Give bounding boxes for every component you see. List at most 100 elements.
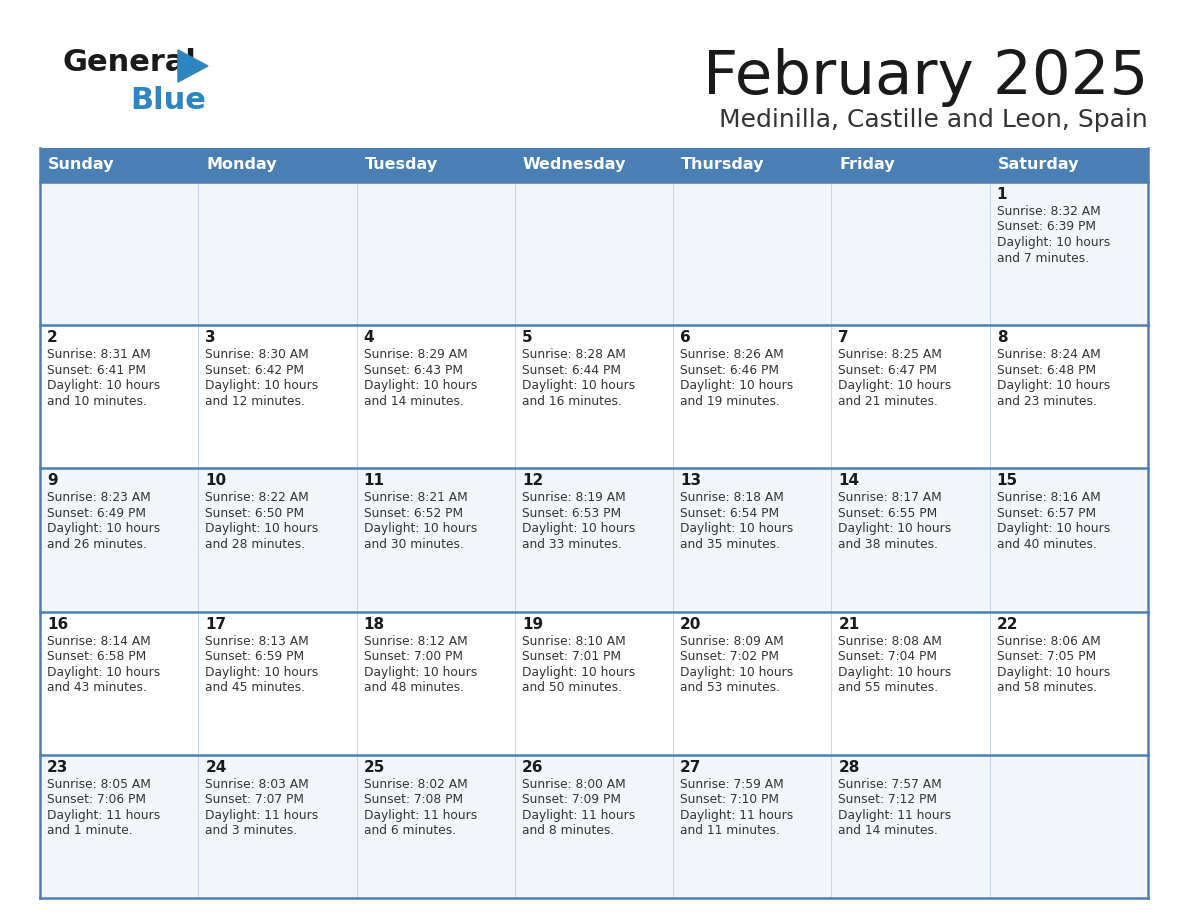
Text: and 28 minutes.: and 28 minutes. (206, 538, 305, 551)
Text: Daylight: 10 hours: Daylight: 10 hours (997, 666, 1110, 678)
Text: Daylight: 11 hours: Daylight: 11 hours (364, 809, 476, 822)
Text: Sunset: 6:46 PM: Sunset: 6:46 PM (681, 364, 779, 376)
Bar (40, 325, 1148, 468)
Text: 25: 25 (364, 760, 385, 775)
Text: Sunrise: 8:19 AM: Sunrise: 8:19 AM (522, 491, 626, 504)
Text: Sunset: 6:52 PM: Sunset: 6:52 PM (364, 507, 462, 520)
Text: Sunset: 7:05 PM: Sunset: 7:05 PM (997, 650, 1095, 663)
Text: Sunset: 6:50 PM: Sunset: 6:50 PM (206, 507, 304, 520)
Text: and 40 minutes.: and 40 minutes. (997, 538, 1097, 551)
Text: 10: 10 (206, 474, 227, 488)
Text: Sunrise: 8:05 AM: Sunrise: 8:05 AM (48, 778, 151, 790)
Text: Daylight: 10 hours: Daylight: 10 hours (364, 522, 476, 535)
Text: 9: 9 (48, 474, 58, 488)
Text: Sunset: 6:49 PM: Sunset: 6:49 PM (48, 507, 146, 520)
Text: Daylight: 10 hours: Daylight: 10 hours (48, 379, 160, 392)
Text: February 2025: February 2025 (702, 48, 1148, 107)
Text: Sunset: 7:12 PM: Sunset: 7:12 PM (839, 793, 937, 806)
Text: Sunrise: 7:59 AM: Sunrise: 7:59 AM (681, 778, 784, 790)
Text: and 30 minutes.: and 30 minutes. (364, 538, 463, 551)
Text: 2: 2 (48, 330, 58, 345)
Text: Sunrise: 8:18 AM: Sunrise: 8:18 AM (681, 491, 784, 504)
Text: Sunrise: 8:16 AM: Sunrise: 8:16 AM (997, 491, 1100, 504)
Text: Sunset: 7:08 PM: Sunset: 7:08 PM (364, 793, 462, 806)
Text: Sunrise: 8:24 AM: Sunrise: 8:24 AM (997, 348, 1100, 361)
Text: General: General (62, 48, 196, 77)
Text: 19: 19 (522, 617, 543, 632)
Text: and 16 minutes.: and 16 minutes. (522, 395, 621, 408)
Text: Sunrise: 8:13 AM: Sunrise: 8:13 AM (206, 634, 309, 647)
Text: Wednesday: Wednesday (523, 158, 626, 173)
Text: Sunset: 6:41 PM: Sunset: 6:41 PM (48, 364, 146, 376)
Text: 3: 3 (206, 330, 216, 345)
Text: 4: 4 (364, 330, 374, 345)
Text: Blue: Blue (129, 86, 206, 115)
Bar (40, 611, 1148, 755)
Text: Sunrise: 8:08 AM: Sunrise: 8:08 AM (839, 634, 942, 647)
Text: Sunset: 6:55 PM: Sunset: 6:55 PM (839, 507, 937, 520)
Text: Sunrise: 8:06 AM: Sunrise: 8:06 AM (997, 634, 1100, 647)
Text: 12: 12 (522, 474, 543, 488)
Text: Medinilla, Castille and Leon, Spain: Medinilla, Castille and Leon, Spain (719, 108, 1148, 132)
Text: Daylight: 10 hours: Daylight: 10 hours (48, 522, 160, 535)
Text: Daylight: 10 hours: Daylight: 10 hours (681, 522, 794, 535)
Text: Daylight: 11 hours: Daylight: 11 hours (522, 809, 636, 822)
Text: and 35 minutes.: and 35 minutes. (681, 538, 781, 551)
Text: Daylight: 11 hours: Daylight: 11 hours (206, 809, 318, 822)
Text: and 23 minutes.: and 23 minutes. (997, 395, 1097, 408)
Text: Daylight: 11 hours: Daylight: 11 hours (839, 809, 952, 822)
Text: and 11 minutes.: and 11 minutes. (681, 824, 781, 837)
Text: Daylight: 10 hours: Daylight: 10 hours (364, 666, 476, 678)
Text: and 12 minutes.: and 12 minutes. (206, 395, 305, 408)
Text: and 6 minutes.: and 6 minutes. (364, 824, 456, 837)
Text: 15: 15 (997, 474, 1018, 488)
Polygon shape (178, 50, 208, 82)
Text: and 8 minutes.: and 8 minutes. (522, 824, 614, 837)
Text: 20: 20 (681, 617, 702, 632)
Text: Sunrise: 8:30 AM: Sunrise: 8:30 AM (206, 348, 309, 361)
Text: Daylight: 10 hours: Daylight: 10 hours (206, 522, 318, 535)
Text: Sunset: 7:00 PM: Sunset: 7:00 PM (364, 650, 462, 663)
Text: 13: 13 (681, 474, 701, 488)
Text: Sunset: 7:01 PM: Sunset: 7:01 PM (522, 650, 621, 663)
Text: Daylight: 11 hours: Daylight: 11 hours (681, 809, 794, 822)
Text: Sunrise: 8:28 AM: Sunrise: 8:28 AM (522, 348, 626, 361)
Text: 27: 27 (681, 760, 702, 775)
Text: and 43 minutes.: and 43 minutes. (48, 681, 147, 694)
Text: Sunset: 6:59 PM: Sunset: 6:59 PM (206, 650, 304, 663)
Text: 1: 1 (997, 187, 1007, 202)
Text: and 45 minutes.: and 45 minutes. (206, 681, 305, 694)
Text: 24: 24 (206, 760, 227, 775)
Text: Daylight: 10 hours: Daylight: 10 hours (206, 379, 318, 392)
Text: Sunrise: 8:10 AM: Sunrise: 8:10 AM (522, 634, 626, 647)
Text: Daylight: 10 hours: Daylight: 10 hours (522, 522, 636, 535)
Text: Sunset: 6:54 PM: Sunset: 6:54 PM (681, 507, 779, 520)
Text: Monday: Monday (207, 158, 277, 173)
Text: 28: 28 (839, 760, 860, 775)
Text: Sunrise: 8:03 AM: Sunrise: 8:03 AM (206, 778, 309, 790)
Text: Sunset: 7:10 PM: Sunset: 7:10 PM (681, 793, 779, 806)
Text: Daylight: 10 hours: Daylight: 10 hours (997, 236, 1110, 249)
Text: Daylight: 10 hours: Daylight: 10 hours (681, 666, 794, 678)
Text: 6: 6 (681, 330, 691, 345)
Bar (40, 148, 1148, 182)
Text: 5: 5 (522, 330, 532, 345)
Text: Sunrise: 7:57 AM: Sunrise: 7:57 AM (839, 778, 942, 790)
Text: 14: 14 (839, 474, 860, 488)
Text: Saturday: Saturday (998, 158, 1079, 173)
Text: Daylight: 10 hours: Daylight: 10 hours (522, 379, 636, 392)
Text: Sunrise: 8:09 AM: Sunrise: 8:09 AM (681, 634, 784, 647)
Text: Sunset: 6:39 PM: Sunset: 6:39 PM (997, 220, 1095, 233)
Text: Daylight: 10 hours: Daylight: 10 hours (681, 379, 794, 392)
Text: 11: 11 (364, 474, 385, 488)
Text: 22: 22 (997, 617, 1018, 632)
Text: and 21 minutes.: and 21 minutes. (839, 395, 939, 408)
Text: and 10 minutes.: and 10 minutes. (48, 395, 147, 408)
Text: Sunset: 6:42 PM: Sunset: 6:42 PM (206, 364, 304, 376)
Text: Sunrise: 8:22 AM: Sunrise: 8:22 AM (206, 491, 309, 504)
Text: 21: 21 (839, 617, 860, 632)
Text: 26: 26 (522, 760, 543, 775)
Text: and 14 minutes.: and 14 minutes. (839, 824, 939, 837)
Text: Daylight: 10 hours: Daylight: 10 hours (364, 379, 476, 392)
Text: 18: 18 (364, 617, 385, 632)
